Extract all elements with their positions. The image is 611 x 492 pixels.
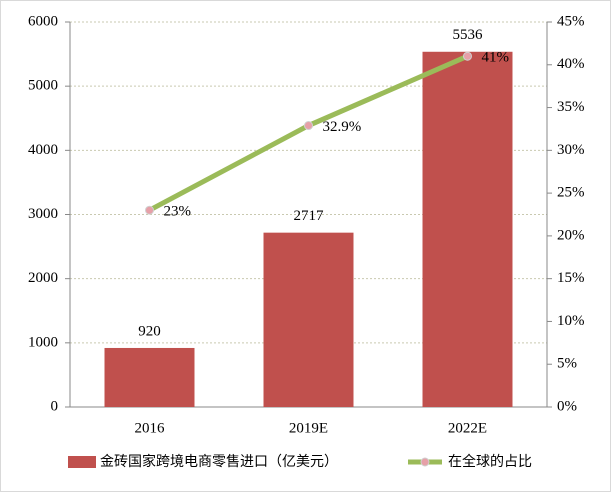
bar-value-label: 2717 — [294, 208, 325, 224]
y2-tick-label: 5% — [557, 356, 577, 372]
y-tick-label: 6000 — [28, 13, 58, 29]
line-value-label: 32.9% — [323, 119, 362, 135]
line-marker — [463, 51, 472, 61]
y-tick-label: 3000 — [28, 206, 58, 222]
y2-tick-label: 20% — [557, 227, 585, 243]
y2-tick-label: 10% — [557, 313, 585, 329]
y2-tick-label: 30% — [557, 142, 585, 158]
y2-tick-label: 25% — [557, 185, 585, 201]
legend-text: 在全球的占比 — [448, 453, 532, 470]
y-tick-label: 5000 — [28, 78, 58, 94]
line-marker — [145, 205, 154, 215]
y-tick-label: 4000 — [28, 142, 58, 158]
x-tick-label: 2016 — [135, 420, 166, 436]
y2-tick-label: 0% — [557, 398, 577, 414]
y2-tick-label: 40% — [557, 56, 585, 72]
x-tick-label: 2019E — [289, 420, 328, 436]
y-tick-label: 1000 — [28, 334, 58, 350]
bar — [263, 232, 354, 407]
y2-tick-label: 45% — [557, 13, 585, 29]
legend-swatch — [68, 456, 96, 468]
y-tick-label: 0 — [51, 398, 59, 414]
bar — [422, 51, 513, 407]
y2-tick-label: 35% — [557, 99, 585, 115]
bar-value-label: 920 — [138, 323, 161, 339]
line-value-label: 41% — [482, 50, 510, 66]
line-marker — [304, 121, 313, 131]
legend-text: 金砖国家跨境电商零售进口（亿美元） — [100, 453, 338, 470]
bar-value-label: 5536 — [453, 27, 484, 43]
y2-tick-label: 15% — [557, 270, 585, 286]
legend-marker — [420, 457, 430, 467]
y-tick-label: 2000 — [28, 270, 58, 286]
x-tick-label: 2022E — [448, 420, 487, 436]
bar — [104, 347, 195, 407]
line-value-label: 23% — [164, 204, 192, 220]
